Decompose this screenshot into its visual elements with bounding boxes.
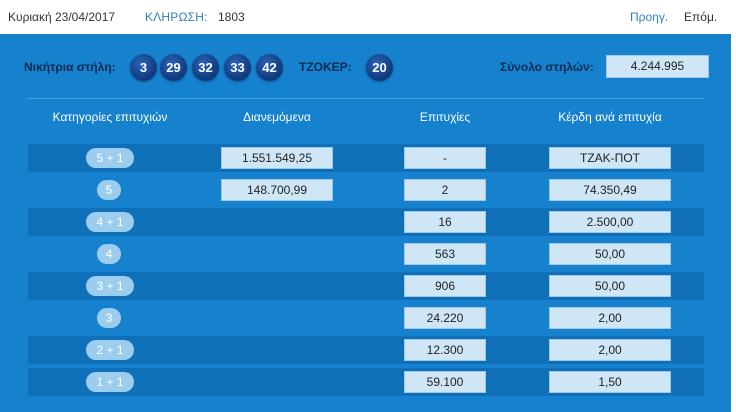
category-badge: 4 [97,244,121,264]
table-row: 5 + 1 1.551.549,25 - ΤΖΑΚ-ΠΟΤ [28,144,704,172]
table-header: Κατηγορίες επιτυχιών Διανεμόμενα Επιτυχί… [0,110,731,130]
winning-number-ball: 33 [224,54,251,81]
wins-value: 906 [404,275,486,297]
category-badge: 4 + 1 [86,212,134,232]
wins-value: 12.300 [404,339,486,361]
draw-number: 1803 [218,10,245,24]
winning-number-ball: 29 [160,54,187,81]
winning-row: Νικήτρια στήλη: 3 29 32 33 42 ΤΖΟΚΕΡ: 20… [0,34,731,100]
column-header-wins: Επιτυχίες [419,110,471,124]
category-badge: 3 + 1 [86,276,134,296]
winning-number-ball: 3 [130,54,157,81]
distributed-value: 1.551.549,25 [221,147,333,169]
draw-header: Κυριακή 23/04/2017 ΚΛΗΡΩΣΗ: 1803 Προηγ. … [0,0,736,34]
previous-draw-link[interactable]: Προηγ. [630,10,669,24]
winning-column-label: Νικήτρια στήλη: [24,60,116,74]
column-header-prize: Κέρδη ανά επιτυχία [558,110,662,124]
table-row: 4 + 1 16 2.500,00 [28,208,704,236]
table-row: 5 148.700,99 2 74.350,49 [28,176,704,204]
distributed-value: 148.700,99 [221,179,333,201]
wins-value: 563 [404,243,486,265]
winning-number-ball: 32 [192,54,219,81]
column-header-categories: Κατηγορίες επιτυχιών [52,110,168,124]
joker-label: ΤΖΟΚΕΡ: [299,60,352,74]
wins-value: 2 [404,179,486,201]
prize-value: 50,00 [549,243,671,265]
results-panel: Νικήτρια στήλη: 3 29 32 33 42 ΤΖΟΚΕΡ: 20… [0,34,731,412]
prize-value: 50,00 [549,275,671,297]
prize-value: 2,00 [549,339,671,361]
category-badge: 5 [97,180,121,200]
category-badge: 1 + 1 [86,372,134,392]
draw-label: ΚΛΗΡΩΣΗ: [145,10,208,24]
next-draw-link[interactable]: Επόμ. [684,10,718,24]
wins-value: 16 [404,211,486,233]
total-columns-value: 4.244.995 [606,55,709,78]
category-badge: 2 + 1 [86,340,134,360]
total-columns-label: Σύνολο στηλών: [500,60,594,74]
table-row: 2 + 1 12.300 2,00 [28,336,704,364]
table-row: 3 24.220 2,00 [28,304,704,332]
category-badge: 3 [97,308,121,328]
prize-value: 2,00 [549,307,671,329]
prize-value: ΤΖΑΚ-ΠΟΤ [549,147,671,169]
category-badge: 5 + 1 [86,148,134,168]
wins-value: - [404,147,486,169]
winning-number-ball: 42 [256,54,283,81]
divider [27,98,704,99]
prize-value: 2.500,00 [549,211,671,233]
table-row: 4 563 50,00 [28,240,704,268]
prize-value: 1,50 [549,371,671,393]
table-row: 1 + 1 59.100 1,50 [28,368,704,396]
column-header-distributed: Διανεμόμενα [243,110,311,124]
joker-number-ball: 20 [366,54,393,81]
prize-value: 74.350,49 [549,179,671,201]
wins-value: 59.100 [404,371,486,393]
table-row: 3 + 1 906 50,00 [28,272,704,300]
draw-date: Κυριακή 23/04/2017 [8,10,116,24]
wins-value: 24.220 [404,307,486,329]
